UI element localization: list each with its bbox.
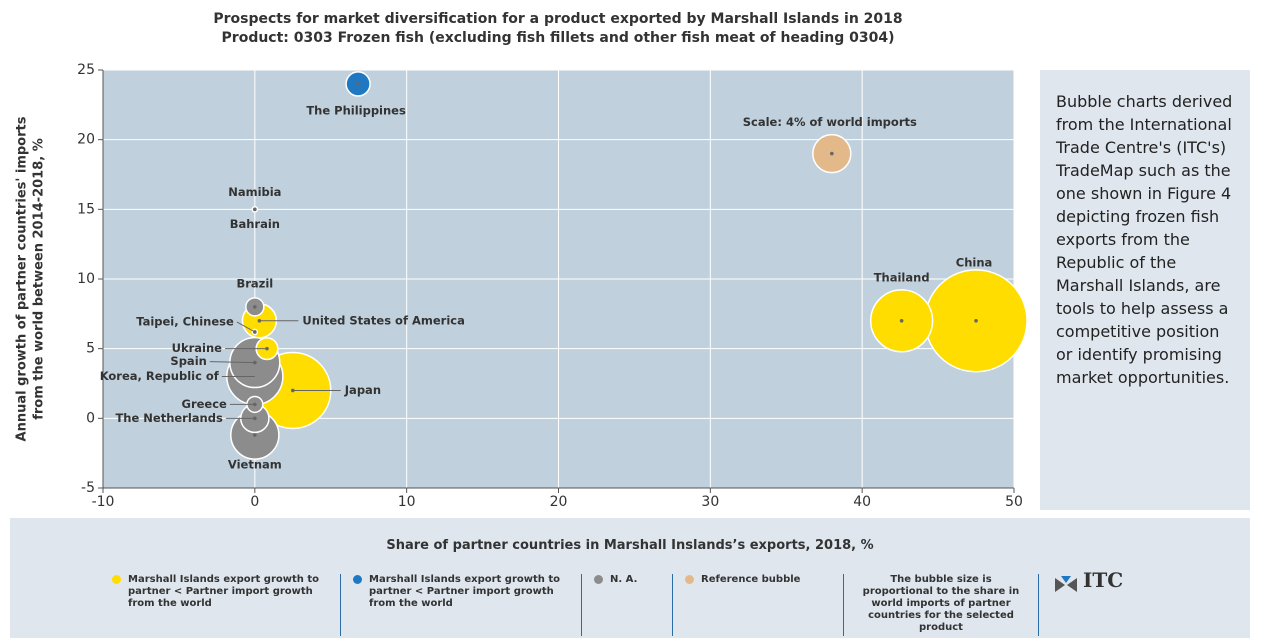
legend-text: Marshall Islands export growth to partne… (369, 574, 561, 609)
y-tick-label: 0 (86, 410, 95, 426)
x-tick-label: 40 (853, 494, 871, 510)
side-text: Bubble charts derived from the Internati… (1040, 70, 1250, 510)
bubble-center (356, 82, 360, 86)
x-tick-label: 30 (701, 494, 719, 510)
legend-text: N. A. (610, 574, 638, 585)
bubble-label: Scale: 4% of world imports (743, 115, 917, 129)
bubble-label: Bahrain (230, 217, 280, 231)
legend-item: Marshall Islands export growth to partne… (100, 574, 341, 636)
bubble-label: The Philippines (306, 103, 406, 117)
chart-title: Prospects for market diversification for… (213, 11, 902, 27)
y-tick-label: -5 (81, 480, 95, 496)
bubble-label: Taipei, Chinese (136, 314, 234, 328)
legend-item: Marshall Islands export growth to partne… (341, 574, 582, 636)
bubble-center (253, 305, 257, 309)
bubble-label: China (956, 255, 993, 269)
y-tick-label: 5 (86, 341, 95, 357)
bubble-label: Vietnam (228, 458, 282, 472)
legend-item: N. A. (582, 574, 673, 636)
legend-panel: Share of partner countries in Marshall I… (10, 518, 1250, 638)
bubble-label: Korea, Republic of (100, 369, 220, 383)
y-tick-label: 15 (77, 201, 95, 217)
y-axis-label: Annual growth of partner countries' impo… (15, 116, 30, 441)
bubble-center (899, 319, 904, 323)
bubble-label: The Netherlands (115, 411, 223, 425)
chart-subtitle: Product: 0303 Frozen fish (excluding fis… (222, 30, 895, 46)
bubble-label: Namibia (228, 185, 281, 199)
bubble-label: Japan (344, 383, 381, 397)
bubble-label: Thailand (874, 270, 930, 284)
bubble-center (253, 433, 257, 437)
logo: ITC (1039, 568, 1137, 636)
bubble-label: Ukraine (172, 341, 223, 355)
bubble-label: Greece (182, 397, 228, 411)
legend-text: Marshall Islands export growth to partne… (128, 574, 320, 609)
y-axis-label: from the world between 2014-2018, % (32, 138, 47, 420)
leader-line (236, 321, 256, 333)
x-tick-label: 50 (1005, 494, 1023, 510)
bubble-center (253, 207, 257, 212)
legend-swatch (353, 575, 362, 584)
legend-swatch (112, 575, 121, 584)
y-tick-label: 10 (77, 271, 95, 287)
bubble-center (830, 151, 834, 156)
x-tick-label: 0 (250, 494, 259, 510)
y-tick-label: 25 (77, 62, 95, 78)
legend-text: Reference bubble (701, 574, 801, 585)
x-tick-label: 20 (550, 494, 568, 510)
bubble-label: Brazil (236, 276, 273, 290)
x-tick-label: 10 (398, 494, 416, 510)
y-tick-label: 20 (77, 132, 95, 148)
legend-swatch (594, 575, 603, 584)
size-note: The bubble size is proportional to the s… (844, 574, 1039, 636)
bubble-center (974, 319, 978, 323)
x-tick-label: -10 (92, 494, 115, 510)
legend: Marshall Islands export growth to partne… (100, 568, 1137, 636)
legend-item: Reference bubble (673, 574, 844, 636)
leader-line (209, 361, 255, 364)
bubble-center (253, 360, 257, 365)
logo-text: ITC (1083, 568, 1124, 592)
bubble-label: United States of America (302, 313, 464, 327)
bubble-center (265, 346, 269, 351)
logo-icon (1055, 576, 1077, 592)
legend-swatch (685, 575, 694, 584)
x-axis-label: Share of partner countries in Marshall I… (386, 538, 874, 553)
bubble-label: Spain (170, 354, 206, 368)
